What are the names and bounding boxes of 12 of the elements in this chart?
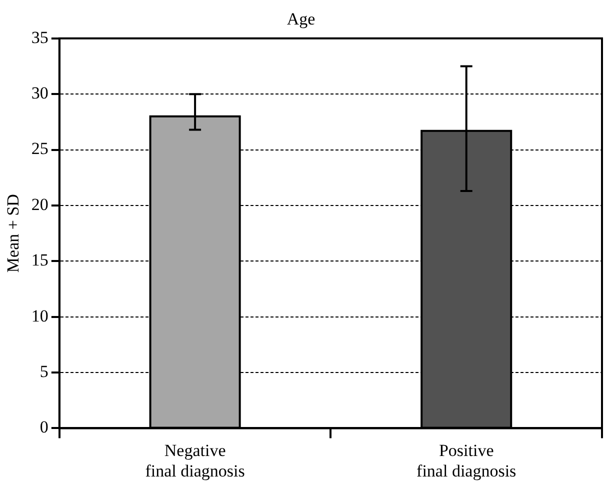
y-tick-label: 5 xyxy=(40,362,48,381)
y-tick-label: 25 xyxy=(31,139,48,158)
x-tick-label: Positive final diagnosis xyxy=(416,440,516,480)
y-tick-label: 10 xyxy=(31,306,48,326)
x-tick-label: Negative final diagnosis xyxy=(145,440,245,480)
y-tick-label: 0 xyxy=(40,418,48,437)
y-tick-label: 30 xyxy=(31,84,48,103)
y-tick-label: 20 xyxy=(31,194,48,214)
y-tick-label: 15 xyxy=(31,250,48,270)
chart-title: Age xyxy=(286,10,316,29)
y-axis-title: Mean + SD xyxy=(4,194,23,273)
y-tick-label: 35 xyxy=(31,28,48,47)
